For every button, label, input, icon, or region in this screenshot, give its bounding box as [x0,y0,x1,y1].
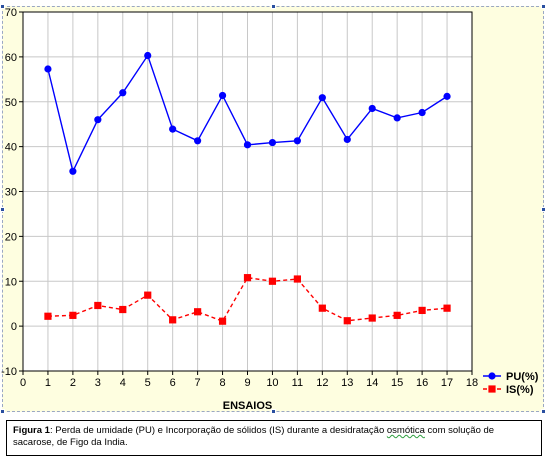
x-tick-label: 7 [195,377,201,389]
legend-item: IS(%) [483,384,534,396]
x-tick-label: 13 [341,377,353,389]
y-tick-label: 0 [11,321,17,333]
x-tick-label: 4 [120,377,126,389]
data-point [69,167,77,175]
data-point [243,141,252,149]
data-point [144,51,152,60]
y-tick-label: 60 [5,52,17,64]
axes: 0 1 2 3 4 5 6 7 8 9 10 11 12 13 14 15 16 17 18-10010203040… [1,7,478,389]
y-tick-label: -10 [1,366,17,378]
x-tick-label: 14 [366,377,378,389]
data-point [243,274,252,282]
legend-marker [488,372,496,380]
x-tick-label: 6 [170,377,176,389]
data-point [94,116,102,124]
x-tick-label: 11 [292,377,303,389]
data-point [418,306,426,315]
caption-text-after: com solução de sacarose, de Figo da Indi… [13,425,495,448]
caption-label: Figura 1 [13,425,50,436]
data-point [343,135,351,144]
data-point [268,138,277,147]
caption-text-before: : Perda de umidade (PU) e Incorporação d… [49,425,387,436]
figure-caption: Figura 1: Perda de umidade (PU) e Incorp… [6,420,542,456]
data-point [443,92,451,100]
x-axis-title: ENSAIOS [223,400,273,412]
data-point [218,317,227,325]
x-tick-label: 5 [145,377,151,389]
legend-item: PU(%) [483,371,539,383]
data-point [293,275,301,283]
resize-handle-bottom-right[interactable] [541,409,546,414]
data-point [268,277,277,285]
legend-label: IS(%) [506,384,534,396]
x-tick-label: 2 [70,377,76,389]
data-point [218,91,227,100]
data-point [119,305,127,314]
data-point [418,108,426,117]
y-tick-label: 10 [5,276,17,288]
y-tick-label: 20 [5,231,17,243]
data-point [293,137,301,145]
data-point [393,114,401,122]
x-tick-label: 16 [416,377,428,389]
y-tick-label: 30 [5,187,17,199]
x-tick-label: 3 [95,377,101,389]
data-point [94,301,102,310]
x-tick-label: 10 [266,377,278,389]
data-point [368,314,376,322]
data-point [318,94,326,102]
resize-handle-bottom-center[interactable] [271,409,276,414]
data-point [343,317,351,325]
series-line [47,276,448,323]
data-point [368,104,376,113]
series-2 [44,274,451,325]
x-tick-label: 9 [244,377,250,389]
data-point [194,137,202,145]
plot-border [22,11,473,372]
data-point [44,312,52,320]
data-point [393,311,401,319]
x-tick-label: 12 [316,377,328,389]
y-tick-label: 40 [5,142,17,154]
series [44,51,451,325]
data-point [194,308,202,316]
x-tick-label: 1 [45,377,51,389]
data-point [69,311,77,319]
caption-underlined-word: osmótica [386,425,425,436]
data-point [44,65,52,73]
x-tick-label: 17 [441,377,453,389]
resize-handle-middle-left[interactable] [0,207,5,212]
y-tick-label: 70 [5,7,17,19]
legend-label: PU(%) [506,371,539,383]
resize-handle-middle-right[interactable] [541,207,546,212]
data-point [119,89,127,97]
data-point [169,125,177,133]
series-1 [44,51,451,175]
x-tick-label: 18 [466,377,478,389]
resize-handle-top-left[interactable] [0,4,5,9]
legend: PU(%)IS(%) [483,371,539,396]
x-tick-label: 15 [391,377,403,389]
data-point [169,316,177,324]
resize-handle-top-right[interactable] [541,4,546,9]
line-chart: 0 1 2 3 4 5 6 7 8 9 10 11 12 13 14 15 16 17 18-10010203040… [1,7,539,412]
y-tick-label: 50 [5,97,17,109]
data-point [318,304,326,312]
resize-handle-top-center[interactable] [271,4,276,9]
x-tick-label: 8 [219,377,225,389]
legend-marker [488,385,496,393]
x-tick-label: 0 [20,377,26,389]
resize-handle-bottom-left[interactable] [0,409,5,414]
data-point [443,304,451,312]
data-point [144,291,152,299]
